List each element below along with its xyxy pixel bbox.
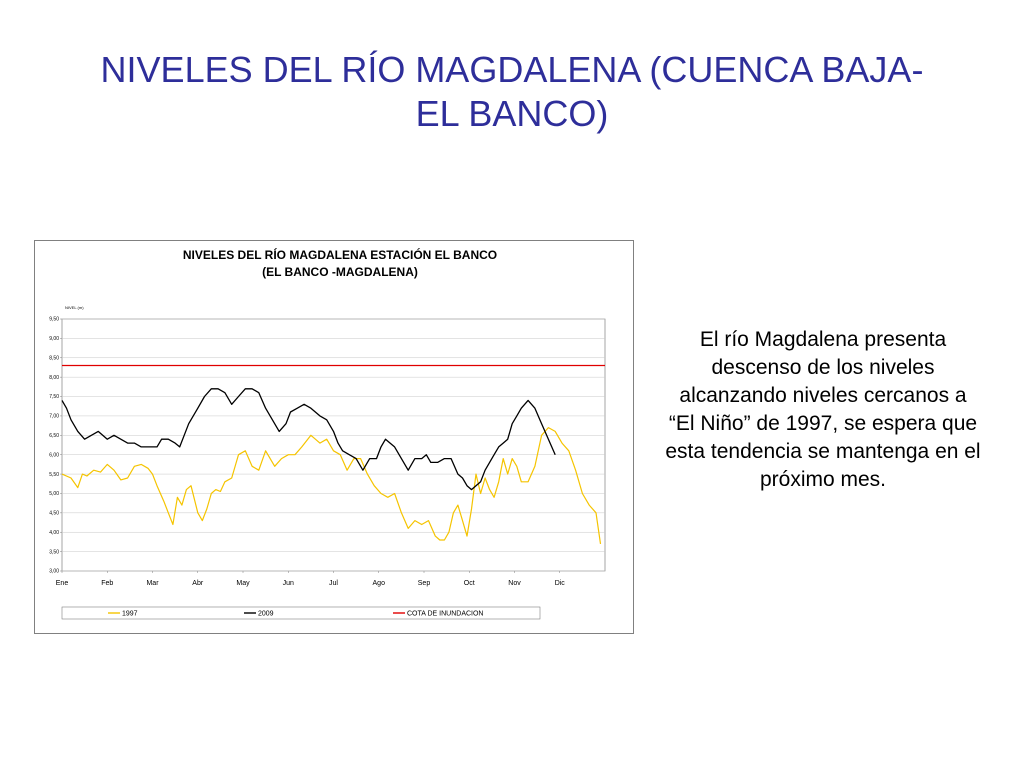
y-tick-label: 6,00 xyxy=(49,452,59,458)
series-line-2009 xyxy=(61,388,556,491)
y-tick-label: 7,50 xyxy=(49,394,59,400)
x-tick-label-ago: Ago xyxy=(373,580,386,587)
x-tick-label-oct: Oct xyxy=(464,580,475,587)
slide-title: NIVELES DEL RÍO MAGDALENA (CUENCA BAJA- … xyxy=(100,49,924,134)
legend-label-1997: 1997 xyxy=(122,611,138,618)
x-tick-label-jun: Jun xyxy=(283,580,294,587)
description-text: El río Magdalena presenta descenso de lo… xyxy=(665,328,981,491)
x-tick-label-mar: Mar xyxy=(146,580,159,587)
level-chart: NIVELES DEL RÍO MAGDALENA ESTACIÓN EL BA… xyxy=(49,247,606,620)
y-tick-label: 9,50 xyxy=(49,317,59,323)
x-tick-label-nov: Nov xyxy=(508,580,521,587)
y-tick-label: 9,00 xyxy=(49,336,59,342)
y-tick-label: 4,00 xyxy=(49,530,59,536)
legend-label-2009: 2009 xyxy=(258,611,274,618)
y-tick-label: 3,00 xyxy=(49,569,59,575)
x-tick-label-feb: Feb xyxy=(101,580,113,587)
y-tick-label: 6,50 xyxy=(49,433,59,439)
chart-title-line-1: NIVELES DEL RÍO MAGDALENA ESTACIÓN EL BA… xyxy=(183,247,497,262)
y-tick-label: 8,00 xyxy=(49,375,59,381)
y-axis-unit-label: NIVEL (m) xyxy=(65,305,84,310)
series-line-1997 xyxy=(61,427,602,544)
y-tick-label: 8,50 xyxy=(49,355,59,361)
chart-frame: NIVELES DEL RÍO MAGDALENA ESTACIÓN EL BA… xyxy=(34,240,634,634)
y-tick-label: 3,50 xyxy=(49,549,59,555)
x-tick-label-sep: Sep xyxy=(418,580,431,587)
chart-legend: 1997 2009 COTA DE INUNDACION xyxy=(61,606,541,620)
legend-label-cota: COTA DE INUNDACION xyxy=(407,611,484,618)
y-tick-label: 4,50 xyxy=(49,511,59,517)
y-tick-label: 5,50 xyxy=(49,472,59,478)
plot-border xyxy=(61,318,606,572)
x-tick-label-ene: Ene xyxy=(56,580,69,587)
y-tick-label: 5,00 xyxy=(49,491,59,497)
x-tick-label-abr: Abr xyxy=(192,580,204,587)
x-tick-label-may: May xyxy=(236,580,250,587)
x-tick-label-jul: Jul xyxy=(329,580,338,587)
plot-area: 3,00 3,50 4,00 4,50 5,00 5,50 6,00 6,50 7,00 7,50… xyxy=(49,317,606,587)
chart-title-line-2: (EL BANCO -MAGDALENA) xyxy=(262,265,418,279)
legend-box xyxy=(61,606,541,620)
x-tick-label-dic: Dic xyxy=(555,580,566,587)
y-tick-label: 7,00 xyxy=(49,414,59,420)
